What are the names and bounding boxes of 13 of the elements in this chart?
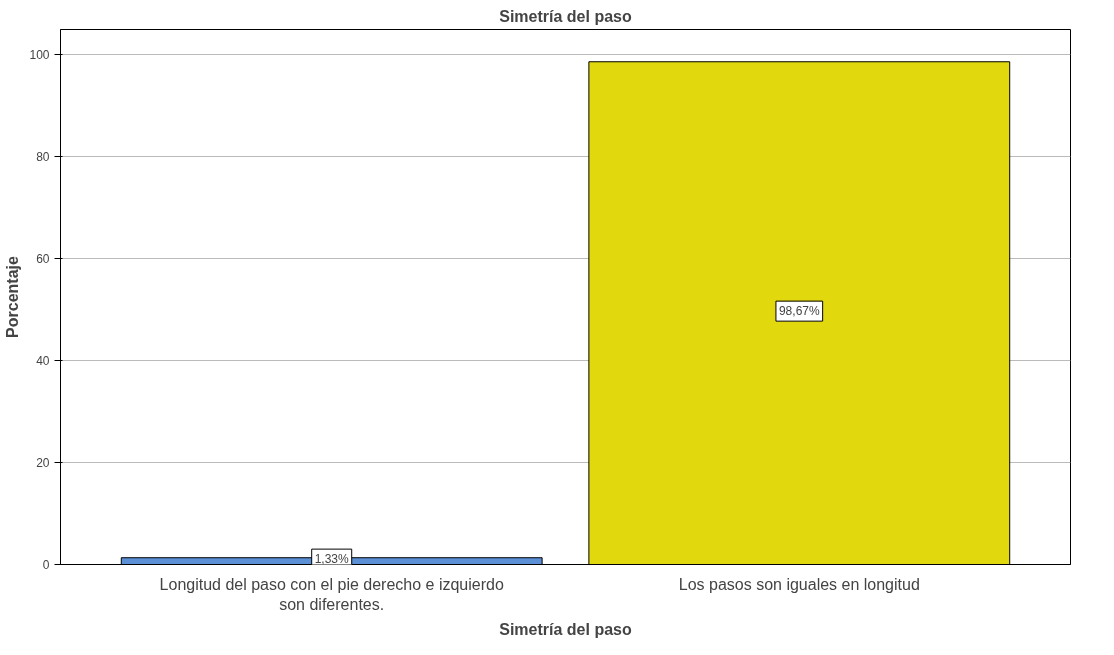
x-tick-label: Los pasos son iguales en longitud — [678, 575, 920, 593]
y-tick-label: 0 — [42, 558, 50, 572]
y-tick-label: 20 — [36, 456, 50, 471]
y-tick-label: 80 — [36, 150, 50, 165]
x-axis-title: Simetría del paso — [499, 620, 632, 638]
y-tick-label: 100 — [29, 48, 50, 63]
data-label: 98,67% — [778, 304, 820, 319]
chart-title: Simetría del paso — [499, 7, 632, 25]
y-tick-label: 60 — [36, 252, 50, 267]
x-tick-label: Longitud del paso con el pie derecho e izquierdo son diferentes. — [159, 575, 504, 613]
y-tick-label: 40 — [36, 354, 50, 369]
data-label: 1,33% — [314, 552, 350, 567]
y-axis-title: Porcentaje — [4, 255, 22, 338]
